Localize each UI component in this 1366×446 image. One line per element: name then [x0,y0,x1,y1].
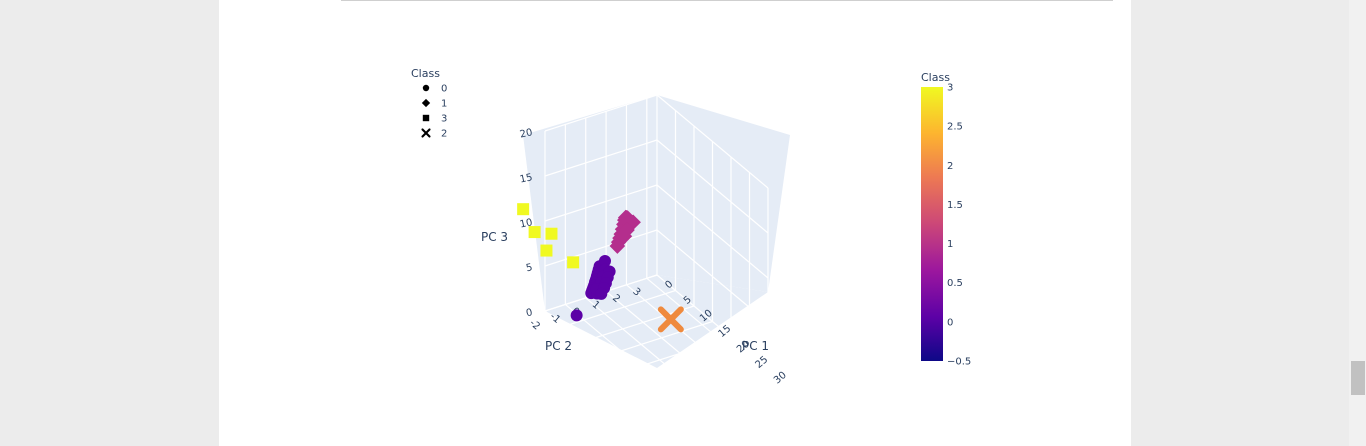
data-points[interactable] [517,203,684,333]
data-point-class-2[interactable] [657,306,684,333]
scrollbar-thumb[interactable] [1351,361,1365,395]
x-tick-label: 30 [772,370,789,387]
back-wall-right [657,95,790,292]
colorbar-title: Class [921,71,950,84]
legend-title: Class [411,67,440,80]
legend-item-label: 0 [441,84,447,95]
legend-symbol-2[interactable] [421,128,431,138]
data-point-class-3[interactable] [517,203,530,216]
colorbar-tick-label: 0.5 [947,278,963,289]
back-wall-left [523,95,657,311]
colorbar: Class 3 2.5 2 1.5 1 0.5 0 −0.5 [921,71,971,368]
top-divider [341,0,1113,1]
colorbar-tick-label: 0 [947,317,953,328]
legend[interactable]: Class 0 1 3 2 [411,67,447,140]
data-point-class-1[interactable] [616,228,633,244]
colorbar-tick-label: 3 [947,83,953,94]
data-point-class-0[interactable] [595,287,608,300]
legend-item-label: 2 [441,129,447,140]
y-tick-label: 2 [610,293,622,306]
colorbar-tick-label: 1.5 [947,200,963,211]
colorbar-tick-label: 2 [947,161,953,172]
colorbar-gradient [921,87,943,361]
data-point-class-1[interactable] [609,238,626,254]
z-tick-label: 0 [525,307,534,319]
legend-item-label: 3 [441,114,447,125]
z-tick-label: 20 [519,127,534,140]
y-axis-label: PC 2 [545,339,572,353]
colorbar-tick-label: −0.5 [947,357,971,368]
x-axis-label: PC 1 [742,339,769,353]
data-point-class-3[interactable] [528,226,541,239]
data-point-class-3[interactable] [567,256,580,269]
z-tick-label: 5 [525,262,534,274]
z-axis-label: PC 3 [481,230,508,244]
y-tick-label: 3 [630,286,642,299]
data-point-class-0[interactable] [598,254,611,267]
data-point-class-3[interactable] [545,227,558,240]
y-tick-label: 1 [590,299,602,312]
colorbar-tick-label: 1 [947,239,953,250]
colorbar-tick-label: 2.5 [947,122,963,133]
legend-symbol-3[interactable] [422,114,430,122]
vertical-scrollbar[interactable] [1349,0,1366,446]
data-point-class-3[interactable] [540,244,553,257]
legend-item-label: 1 [441,99,447,110]
z-tick-label: 15 [519,172,534,185]
legend-symbol-1[interactable] [421,98,431,108]
data-point-class-0[interactable] [570,309,583,322]
x-tick-label: 0 [663,279,675,292]
y-tick-label: -2 [527,318,542,333]
scene-box [523,94,790,405]
x-tick-label: 5 [682,294,694,307]
data-point-class-1[interactable] [619,222,635,238]
legend-symbol-0[interactable] [422,84,430,92]
